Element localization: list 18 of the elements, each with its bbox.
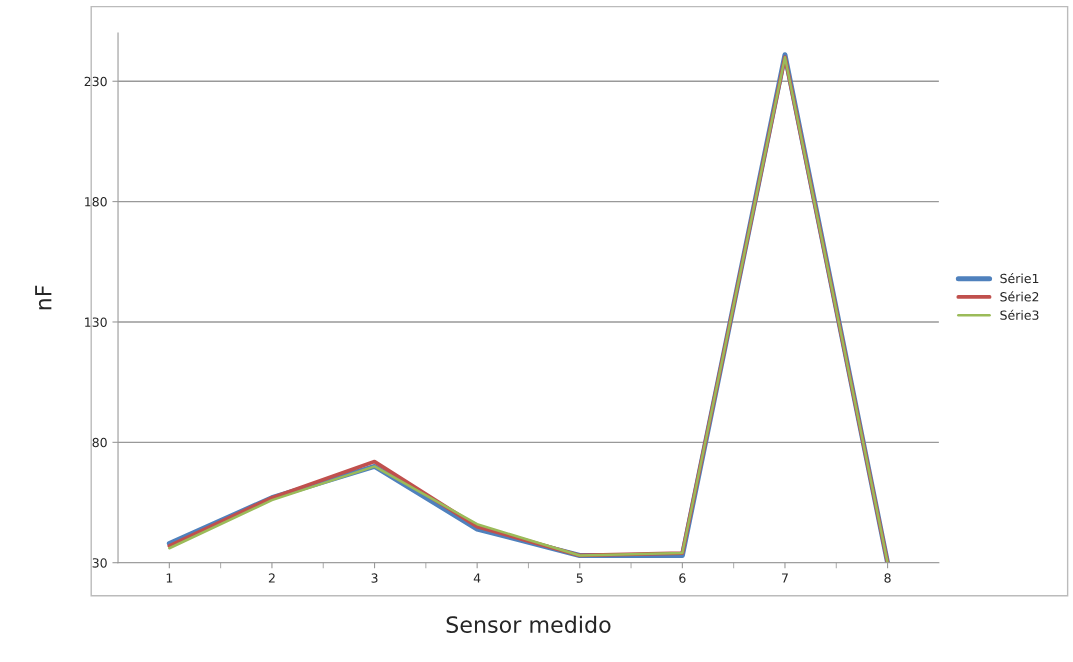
- x-tick-label: 4: [473, 573, 481, 583]
- y-tick-label: 130: [85, 317, 107, 327]
- x-tick-label: 6: [679, 573, 686, 583]
- y-tick-label: 80: [92, 437, 107, 448]
- x-tick-label: 2: [268, 573, 275, 583]
- x-tick-label: 3: [371, 573, 378, 583]
- x-tick-label: 5: [576, 573, 583, 583]
- x-axis-title: Sensor medido: [446, 615, 611, 633]
- x-tick-label: 1: [166, 573, 173, 583]
- y-axis-title: nF: [35, 285, 52, 310]
- legend-label: Série1: [1000, 273, 1039, 284]
- legend-label: Série3: [1000, 309, 1039, 320]
- legend-label: Série2: [1000, 291, 1039, 302]
- x-tick-label: 7: [782, 573, 788, 583]
- y-tick-label: 230: [84, 76, 107, 87]
- x-tick-label: 8: [884, 573, 891, 583]
- y-tick-label: 30: [92, 558, 107, 568]
- y-tick-label: 180: [85, 197, 107, 207]
